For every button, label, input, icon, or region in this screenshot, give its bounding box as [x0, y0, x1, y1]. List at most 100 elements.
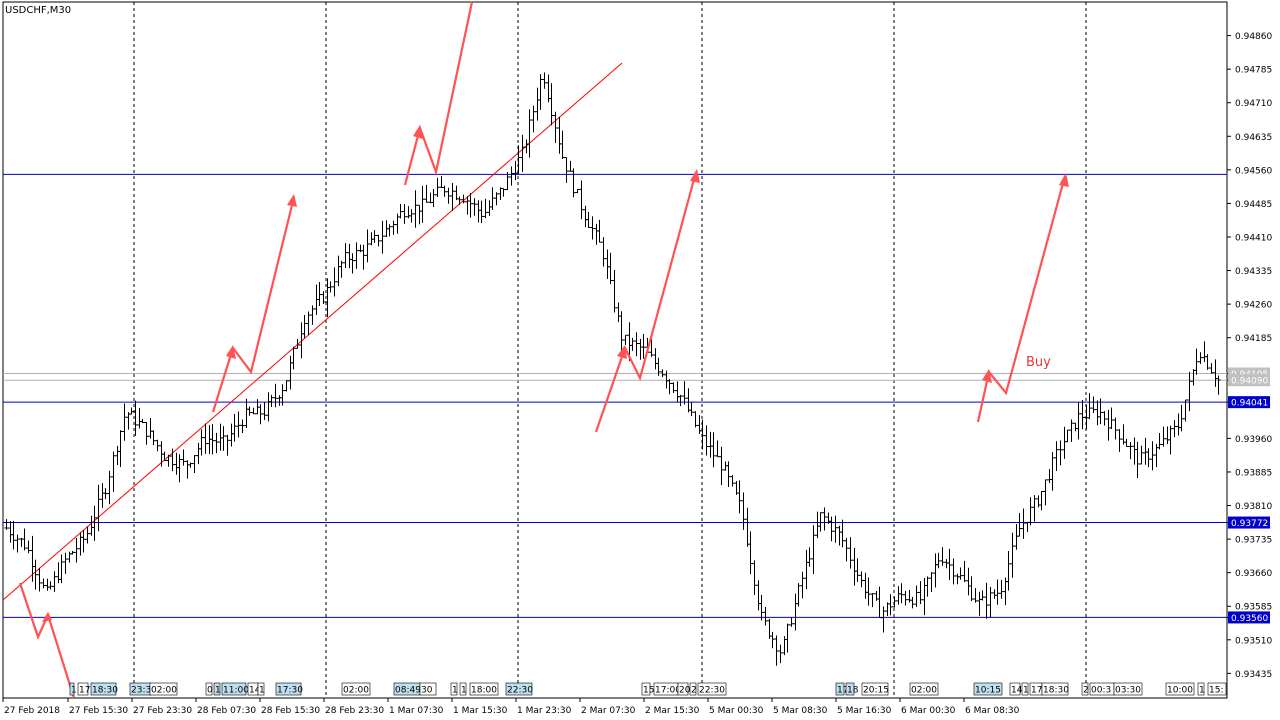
time-tag-bg [1207, 682, 1227, 696]
price-bar [476, 200, 481, 223]
price-bar [1194, 348, 1199, 375]
time-tag-bg [221, 682, 247, 696]
price-bar [719, 446, 724, 486]
price-bar [1157, 432, 1162, 450]
time-tick-label: 1 Mar 23:30 [517, 706, 572, 716]
price-bar [380, 220, 385, 254]
price-tick-label: 0.94485 [1235, 200, 1272, 210]
price-bar [992, 589, 997, 599]
price-bar [590, 216, 595, 240]
price-bar [848, 537, 853, 569]
price-bar [468, 192, 473, 218]
price-tick-label: 0.94185 [1235, 334, 1272, 344]
price-bar [855, 558, 860, 582]
price-tick-label: 0.93660 [1235, 569, 1272, 579]
price-bar [553, 111, 558, 143]
price-bar [910, 596, 915, 609]
price-bar [1076, 401, 1081, 440]
time-tag-label: 14 [1011, 686, 1023, 696]
price-bar [1084, 404, 1089, 430]
time-tag-bg [1081, 682, 1089, 696]
price-bar [1098, 398, 1103, 425]
price-axis[interactable]: 0.94860 0.94785 0.94710 0.94635 0.94560 0.944… [1227, 32, 1272, 680]
price-bar [1139, 445, 1144, 465]
price-bar [597, 219, 602, 243]
time-tick-label: 27 Feb 23:30 [133, 706, 192, 716]
price-bar [465, 196, 470, 215]
price-bar [361, 244, 366, 270]
price-bar [612, 270, 617, 313]
price-bar [1165, 426, 1170, 445]
price-bar [833, 515, 838, 543]
price-bar [984, 582, 989, 619]
price-bar [166, 454, 171, 467]
time-tag-bg [90, 682, 117, 696]
price-bar [763, 606, 768, 626]
price-bar [431, 189, 436, 208]
price-bar [266, 392, 271, 422]
price-bar [741, 492, 746, 530]
price-tick-label: 0.93735 [1235, 536, 1272, 546]
price-bar [354, 242, 359, 269]
price-bar [962, 560, 967, 583]
price-bar [1054, 441, 1059, 472]
price-bar [115, 445, 120, 465]
price-bar [583, 205, 588, 228]
price-bar [126, 412, 131, 430]
price-bar [196, 442, 201, 465]
price-bar [439, 176, 444, 188]
price-bar [479, 200, 484, 224]
price-bar [1021, 508, 1026, 539]
price-bar [409, 209, 414, 223]
time-tag-bg [1197, 682, 1205, 696]
price-bar [1109, 407, 1114, 429]
price-bar [1073, 422, 1078, 432]
price-bar [505, 171, 510, 191]
price-bar [52, 571, 57, 592]
level-price-label: 0.94041 [1231, 399, 1268, 409]
time-tag-bg [459, 682, 467, 696]
price-bar [1183, 399, 1188, 422]
price-bar [442, 185, 447, 197]
price-bar [899, 583, 904, 604]
level-price-label-bg [1228, 396, 1270, 409]
price-bar [317, 281, 322, 306]
price-bar [748, 531, 753, 575]
time-tag-label: 10:00 [1167, 686, 1193, 696]
price-bar [840, 519, 845, 548]
time-tag-bg [697, 682, 727, 696]
price-bar [1028, 497, 1033, 526]
arrow-head-2 [287, 194, 297, 207]
time-tag-bg [1165, 682, 1195, 696]
price-bar [310, 305, 315, 325]
price-bar [376, 234, 381, 247]
time-tag-label: 17 [837, 686, 848, 696]
price-bar [218, 423, 223, 451]
price-bar [288, 355, 293, 390]
price-bar [1117, 429, 1122, 452]
price-tick-label: 0.94560 [1235, 166, 1272, 176]
time-tag-bg [69, 682, 75, 696]
price-tick-label: 0.94335 [1235, 267, 1272, 277]
price-bar [122, 403, 127, 441]
time-tag-bg [341, 682, 371, 696]
price-bar [188, 462, 193, 468]
price-bar [1058, 440, 1063, 466]
price-bar [185, 460, 190, 479]
time-tag-label: 15: [1209, 686, 1223, 696]
time-axis[interactable]: 27 Feb 2018 27 Feb 15:30 27 Feb 23:30 28 Fe… [2, 698, 1020, 716]
price-bar [737, 480, 742, 514]
price-bar [1017, 513, 1022, 537]
price-bar [793, 593, 798, 631]
price-bar [258, 404, 263, 425]
time-tag-label: 20 [679, 686, 691, 696]
price-bar [682, 381, 687, 405]
price-bar [306, 311, 311, 335]
arrow-annotations[interactable] [18, 1, 1069, 699]
price-bar [1039, 491, 1044, 511]
time-tick-label: 5 Mar 08:30 [773, 706, 828, 716]
time-tick-label: 28 Feb 07:30 [197, 706, 256, 716]
time-tick-label: 1 Mar 07:30 [389, 706, 444, 716]
horizontal-levels[interactable] [3, 173, 1227, 618]
